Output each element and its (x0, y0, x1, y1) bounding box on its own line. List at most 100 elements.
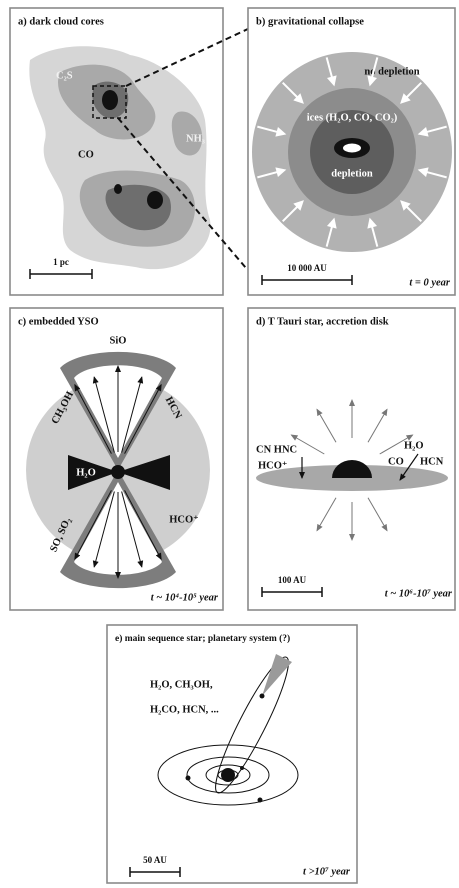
molecule-label: H₂O (404, 440, 423, 451)
infall-arrowhead (293, 93, 304, 104)
infall-arrowhead (326, 75, 337, 87)
scale-bar (261, 587, 323, 597)
molecule-label: NH₃ (186, 133, 205, 144)
scale-bar (29, 269, 93, 279)
outflow-arrow (92, 376, 115, 453)
region-label: depletion (331, 168, 373, 179)
panel-b: b) gravitational collapse no depletion i… (247, 7, 456, 296)
molecule-label: HCN (420, 456, 444, 467)
scale-label: 50 AU (143, 855, 167, 865)
panel-frame (106, 624, 358, 884)
comet-tail (262, 654, 292, 696)
infall-arrowhead (367, 217, 378, 229)
infall-arrowhead (275, 126, 287, 137)
radiation-arrow (367, 497, 388, 532)
planet (257, 797, 263, 803)
orbits (157, 656, 299, 806)
disk (68, 455, 118, 490)
molecule-label: SiO (110, 335, 127, 346)
infall-arrow (257, 170, 279, 179)
panel-title: e) main sequence star; planetary system … (115, 633, 290, 644)
core (114, 184, 122, 194)
zoom-box (92, 85, 127, 119)
infall-arrow (281, 81, 299, 99)
radiation-arrow (290, 434, 325, 455)
infall-arrowhead (293, 200, 304, 211)
scale-label: 10 000 AU (287, 263, 327, 273)
disk (118, 455, 170, 490)
outflow-arrow (74, 490, 112, 561)
scale-label: 100 AU (278, 575, 307, 585)
infall-arrowhead (367, 75, 378, 87)
protostar-core (343, 143, 361, 153)
infall-arrowhead (275, 167, 287, 178)
radiation-arrow (367, 408, 388, 443)
comet (259, 693, 265, 699)
infall-arrowhead (400, 200, 411, 211)
time-label: t = 0 year (409, 277, 451, 288)
infall-arrow (425, 125, 447, 134)
star (332, 460, 372, 478)
pointer (399, 453, 419, 481)
core (147, 191, 163, 209)
panel-frame (247, 307, 456, 611)
infall-arrowhead (400, 93, 411, 104)
radiation-arrow (316, 497, 337, 532)
infall-arrowhead (417, 167, 429, 178)
cloud-core (171, 111, 203, 156)
scale-bar (261, 275, 353, 285)
radiation-arrow (379, 434, 414, 455)
time-label: t ~ 10⁴-10⁵ year (151, 592, 219, 603)
panel-title: c) embedded YSO (18, 316, 99, 327)
planet (185, 775, 191, 781)
core (102, 90, 118, 110)
molecule-label: CO (388, 456, 404, 467)
time-label: t ~ 10⁶-10⁷ year (385, 588, 453, 599)
infall-arrow (370, 57, 379, 79)
outflow-arrow (121, 491, 144, 568)
panel-title: b) gravitational collapse (256, 16, 364, 27)
radiation-arrow (316, 408, 337, 443)
panel-a: a) dark cloud cores C₂S NH₃ CO 1 pc (9, 7, 251, 296)
outflow-arrow (124, 383, 162, 454)
molecule-label: HCO⁺ (169, 514, 198, 525)
infall-arrow (281, 205, 299, 223)
infall-arrow (425, 170, 447, 179)
infall-arrow (325, 57, 334, 79)
panel-d: d) T Tauri star, accretion disk CN HNC H… (247, 307, 456, 611)
protostar (111, 465, 125, 479)
molecule-label: H₂CO, HCN, ... (150, 704, 219, 715)
region-label: no depletion (364, 66, 419, 77)
infall-arrowhead (417, 126, 429, 137)
infall-arrow (325, 225, 334, 247)
panel-e: e) main sequence star; planetary system … (106, 624, 358, 884)
infall-arrow (405, 205, 423, 223)
molecule-label: CN HNC (256, 444, 297, 455)
zoom-line (117, 117, 247, 269)
infall-arrow (257, 125, 279, 134)
molecule-label: C₂S (56, 70, 73, 81)
molecule-label: H₂O, CH₃OH, (150, 679, 213, 690)
star (221, 768, 235, 782)
panel-c: c) embedded YSO SiO CH₃OH HCN H₂O SO, SO… (9, 307, 224, 611)
outflow-arrow (74, 383, 112, 454)
scale-bar (129, 867, 181, 877)
infall-arrow (370, 225, 379, 247)
infall-arrowhead (326, 217, 337, 229)
molecule-label: CO (78, 149, 94, 160)
region-label: ices (H₂O, CO, CO₂) (307, 112, 398, 123)
molecule-label: HCO⁺ (258, 460, 287, 471)
time-label: t >10⁷ year (303, 866, 351, 877)
scale-label: 1 pc (53, 257, 69, 267)
outflow-arrow (121, 376, 144, 453)
panel-title: d) T Tauri star, accretion disk (256, 316, 389, 327)
zoom-line (125, 27, 251, 87)
infall-arrow (405, 81, 423, 99)
outflow-arrow (92, 491, 115, 568)
molecule-label: H₂O (76, 467, 95, 478)
planet (240, 766, 244, 770)
panel-title: a) dark cloud cores (18, 16, 104, 27)
outflow-arrow (124, 490, 162, 561)
